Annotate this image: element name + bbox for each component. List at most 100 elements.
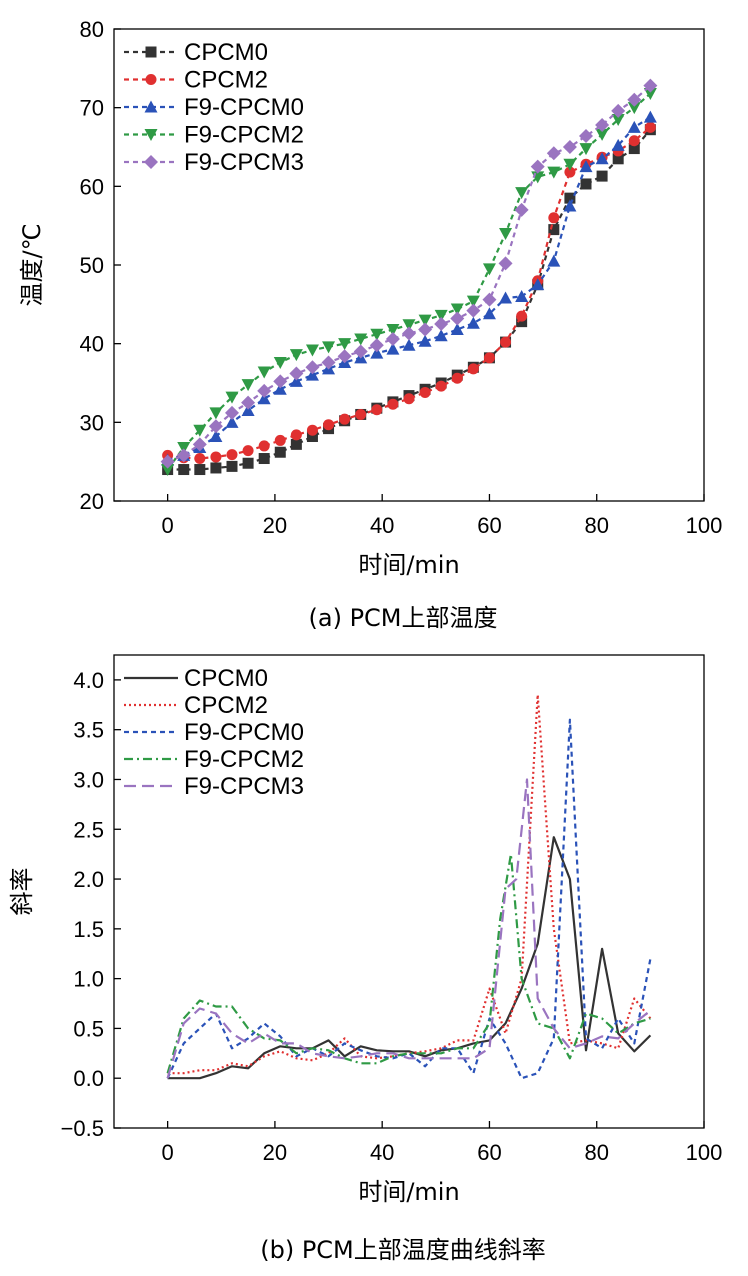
data-point-f9-cpcm0 <box>531 278 545 291</box>
y-axis-label: 温度/℃ <box>18 223 46 306</box>
data-point-f9-cpcm2 <box>370 328 384 341</box>
data-point-cpcm2 <box>371 404 383 416</box>
y-tick-label: 40 <box>80 332 104 357</box>
legend-label: F9-CPCM0 <box>184 719 304 746</box>
data-point-f9-cpcm2 <box>450 303 464 316</box>
data-point-f9-cpcm3 <box>208 419 223 434</box>
data-point-cpcm0 <box>274 446 286 458</box>
data-point-cpcm0 <box>178 464 190 476</box>
x-tick-label: 0 <box>162 1140 174 1165</box>
y-tick-label: 20 <box>80 489 104 514</box>
data-point-cpcm2 <box>564 166 576 178</box>
data-point-cpcm0 <box>290 438 302 450</box>
y-tick-label: 50 <box>80 253 104 278</box>
data-point-cpcm2 <box>419 386 431 398</box>
data-point-f9-cpcm0 <box>257 392 271 405</box>
legend-marker-f9-cpcm2 <box>144 129 158 141</box>
data-point-cpcm2 <box>210 451 222 463</box>
data-point-cpcm2 <box>258 440 270 452</box>
x-tick-label: 20 <box>263 513 287 538</box>
data-point-f9-cpcm2 <box>418 314 432 327</box>
legend-label: CPCM2 <box>184 692 268 719</box>
data-point-f9-cpcm2 <box>515 187 529 200</box>
data-point-cpcm2 <box>387 398 399 410</box>
y-axis-label: 斜率 <box>8 868 36 916</box>
data-point-f9-cpcm2 <box>322 341 336 354</box>
data-point-f9-cpcm0 <box>434 329 448 342</box>
data-point-cpcm0 <box>194 464 206 476</box>
data-point-f9-cpcm3 <box>192 437 207 452</box>
data-point-f9-cpcm2 <box>241 379 255 392</box>
plot-frame <box>113 654 705 1129</box>
data-point-f9-cpcm2 <box>466 295 480 308</box>
data-point-f9-cpcm2 <box>643 88 657 101</box>
data-point-f9-cpcm0 <box>402 338 416 351</box>
x-tick-label: 60 <box>477 1140 501 1165</box>
legend-marker-f9-cpcm0 <box>144 100 158 113</box>
data-point-f9-cpcm3 <box>337 349 352 364</box>
legend-label: F9-CPCM0 <box>184 94 304 121</box>
data-point-f9-cpcm0 <box>370 346 384 359</box>
data-point-f9-cpcm3 <box>530 159 545 174</box>
data-point-f9-cpcm0 <box>547 254 561 267</box>
data-point-cpcm2 <box>274 434 286 446</box>
data-point-f9-cpcm2 <box>482 263 496 276</box>
y-tick-label: 1.5 <box>73 917 104 942</box>
data-point-f9-cpcm2 <box>273 357 287 370</box>
data-point-f9-cpcm2 <box>225 391 239 404</box>
y-tick-label: 4.0 <box>73 668 104 693</box>
y-tick-label: 2.0 <box>73 867 104 892</box>
data-point-cpcm0 <box>258 453 270 465</box>
data-point-f9-cpcm0 <box>225 415 239 428</box>
data-point-f9-cpcm2 <box>161 464 175 477</box>
y-tick-label: 3.0 <box>73 767 104 792</box>
legend-label: F9-CPCM2 <box>184 746 304 773</box>
data-point-f9-cpcm3 <box>546 146 561 161</box>
data-point-cpcm2 <box>323 419 335 431</box>
data-point-f9-cpcm0 <box>611 138 625 151</box>
data-point-f9-cpcm3 <box>498 256 513 271</box>
data-point-cpcm2 <box>435 380 447 392</box>
x-tick-label: 80 <box>584 1140 608 1165</box>
data-point-f9-cpcm2 <box>193 424 207 437</box>
data-point-f9-cpcm3 <box>466 303 481 318</box>
data-point-f9-cpcm3 <box>176 448 191 463</box>
x-tick-label: 40 <box>370 1140 394 1165</box>
data-point-f9-cpcm3 <box>241 395 256 410</box>
data-point-f9-cpcm3 <box>611 103 626 118</box>
data-point-f9-cpcm3 <box>514 202 529 217</box>
data-point-cpcm0 <box>548 224 560 236</box>
data-point-f9-cpcm2 <box>595 128 609 141</box>
data-point-f9-cpcm3 <box>562 140 577 154</box>
legend-label: F9-CPCM2 <box>184 122 304 149</box>
data-point-f9-cpcm3 <box>225 405 239 420</box>
x-tick-label: 100 <box>686 1140 723 1165</box>
data-point-f9-cpcm0 <box>273 382 287 395</box>
data-point-cpcm0 <box>210 462 222 474</box>
data-point-cpcm2 <box>290 429 302 441</box>
series-line-f9-cpcm2 <box>166 853 651 1074</box>
data-point-f9-cpcm0 <box>305 368 319 381</box>
data-point-cpcm0 <box>580 178 592 190</box>
chart-a: 0 20 40 60 80 100 20 30 40 50 60 70 80 时间/min 温度/℃ (a) … <box>18 17 723 632</box>
x-tick-label: 40 <box>370 513 394 538</box>
data-point-f9-cpcm2 <box>257 366 271 379</box>
data-point-f9-cpcm3 <box>579 128 593 143</box>
data-point-cpcm0 <box>628 143 640 155</box>
legend-label: F9-CPCM3 <box>184 149 304 176</box>
data-point-f9-cpcm0 <box>450 323 464 336</box>
data-point-f9-cpcm2 <box>289 349 303 362</box>
data-point-cpcm2 <box>451 372 463 384</box>
data-point-f9-cpcm3 <box>305 360 320 375</box>
data-point-f9-cpcm3 <box>353 344 368 359</box>
data-point-cpcm0 <box>226 460 238 472</box>
data-point-f9-cpcm2 <box>402 319 416 332</box>
data-point-cpcm2 <box>226 449 238 461</box>
data-point-f9-cpcm2 <box>338 338 352 351</box>
legend-marker-cpcm0 <box>145 46 157 58</box>
series-line-cpcm0 <box>167 836 652 1080</box>
x-tick-label: 100 <box>686 513 723 538</box>
data-point-f9-cpcm2 <box>499 228 513 241</box>
y-tick-label: 70 <box>80 96 104 121</box>
data-point-cpcm2 <box>467 363 479 375</box>
